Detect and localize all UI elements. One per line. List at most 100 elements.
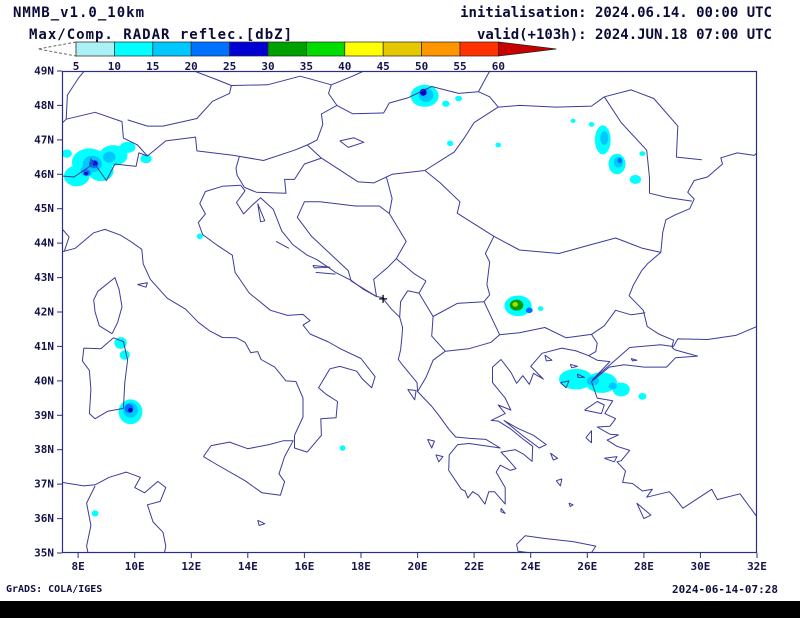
coastline: [588, 152, 757, 381]
island-coastline: [81, 337, 129, 420]
lon-tick-label: 12E: [181, 560, 201, 573]
location-marker: [379, 294, 388, 303]
island-coastline: [257, 203, 266, 223]
map-frame: [61, 70, 758, 554]
radar-echo: [62, 149, 72, 158]
country-border: [431, 316, 446, 352]
lon-tick-label: 14E: [238, 560, 258, 573]
country-border: [321, 157, 387, 184]
radar-echo: [512, 302, 518, 307]
lat-tick-label: 39N: [34, 409, 54, 422]
radar-echo: [339, 445, 346, 451]
island-coastline: [93, 277, 123, 335]
colorbar-cell: [75, 41, 115, 57]
country-border: [306, 144, 322, 159]
country-border: [399, 290, 409, 318]
radar-echo: [600, 131, 609, 145]
colorbar-below-min-arrow: [37, 41, 77, 57]
country-border: [62, 152, 148, 181]
lon-tick-label: 16E: [294, 560, 314, 573]
lat-tick-label: 48N: [34, 99, 54, 112]
colorbar-cell: [190, 41, 230, 57]
lat-tick-label: 46N: [34, 168, 54, 181]
colorbar-cell: [114, 41, 154, 57]
lon-tick-label: 30E: [690, 560, 710, 573]
country-border: [239, 144, 308, 161]
island-coastline: [407, 389, 417, 401]
lake-outline: [339, 137, 365, 148]
country-border: [499, 327, 592, 339]
country-border: [306, 104, 338, 146]
coastline: [236, 184, 589, 505]
colorbar-tick-label: 50: [415, 60, 428, 73]
lat-tick-label: 35N: [34, 547, 54, 560]
island-coastline: [315, 271, 336, 275]
country-border: [244, 157, 322, 194]
country-border: [386, 170, 425, 178]
lat-tick-label: 41N: [34, 340, 54, 353]
island-coastline: [202, 440, 294, 496]
island-coastline: [544, 354, 553, 362]
lat-tick-label: 42N: [34, 306, 54, 319]
radar-echo: [114, 337, 127, 349]
country-border: [127, 85, 232, 127]
lat-tick-label: 47N: [34, 133, 54, 146]
island-coastline: [312, 265, 331, 269]
colorbar-cell: [382, 41, 422, 57]
country-border: [193, 71, 232, 86]
colorbar-tick-label: 35: [300, 60, 313, 73]
island-coastline: [555, 478, 563, 487]
coastline: [62, 184, 376, 453]
radar-echo: [570, 118, 576, 123]
radar-echo: [103, 151, 116, 163]
country-border: [418, 292, 434, 317]
country-border: [424, 106, 499, 171]
country-border: [62, 228, 70, 251]
field-title: Max/Comp. RADAR reflec.[dbZ]: [29, 27, 294, 43]
radar-echo: [525, 307, 533, 314]
colorbar-tick-label: 40: [338, 60, 351, 73]
lon-tick-label: 18E: [351, 560, 371, 573]
country-border: [604, 89, 702, 161]
country-border: [235, 156, 245, 188]
lon-tick-label: 28E: [634, 560, 654, 573]
coastline: [591, 326, 757, 518]
colorbar-tick-label: 60: [492, 60, 505, 73]
radar-echo: [419, 88, 427, 96]
lat-tick-label: 49N: [34, 65, 54, 78]
country-border: [86, 485, 96, 553]
colorbar-cell: [459, 41, 499, 57]
radar-echo: [617, 157, 623, 164]
radar-echo: [608, 382, 617, 390]
country-border: [147, 136, 240, 157]
island-coastline: [576, 373, 585, 378]
island-coastline: [584, 401, 605, 415]
country-border: [477, 71, 491, 92]
country-border: [336, 86, 479, 115]
radar-echo: [495, 142, 502, 148]
country-border: [483, 301, 501, 335]
lat-tick-label: 37N: [34, 478, 54, 491]
radar-echo: [442, 100, 450, 107]
colorbar-tick-label: 5: [73, 60, 80, 73]
colorbar: 5 10 15 20 25 30 35 40 45 50 55 60: [37, 41, 557, 73]
radar-echo: [140, 154, 152, 164]
colorbar-tick-label: 20: [185, 60, 198, 73]
model-name: NMMB_v1.0_10km: [13, 5, 146, 21]
island-coastline: [516, 535, 597, 553]
colorbar-cell: [306, 41, 346, 57]
island-coastline: [500, 507, 506, 514]
radar-echo: [612, 382, 630, 397]
country-border: [603, 96, 650, 194]
colorbar-tick-label: 15: [146, 60, 159, 73]
island-coastline: [503, 419, 547, 449]
island-coastline: [275, 240, 290, 249]
colorbar-cell: [267, 41, 307, 57]
country-border: [65, 71, 85, 120]
island-coastline: [435, 454, 444, 463]
lon-tick-label: 10E: [125, 560, 145, 573]
country-border: [483, 236, 495, 303]
coastline: [62, 471, 167, 553]
country-border: [493, 235, 661, 254]
